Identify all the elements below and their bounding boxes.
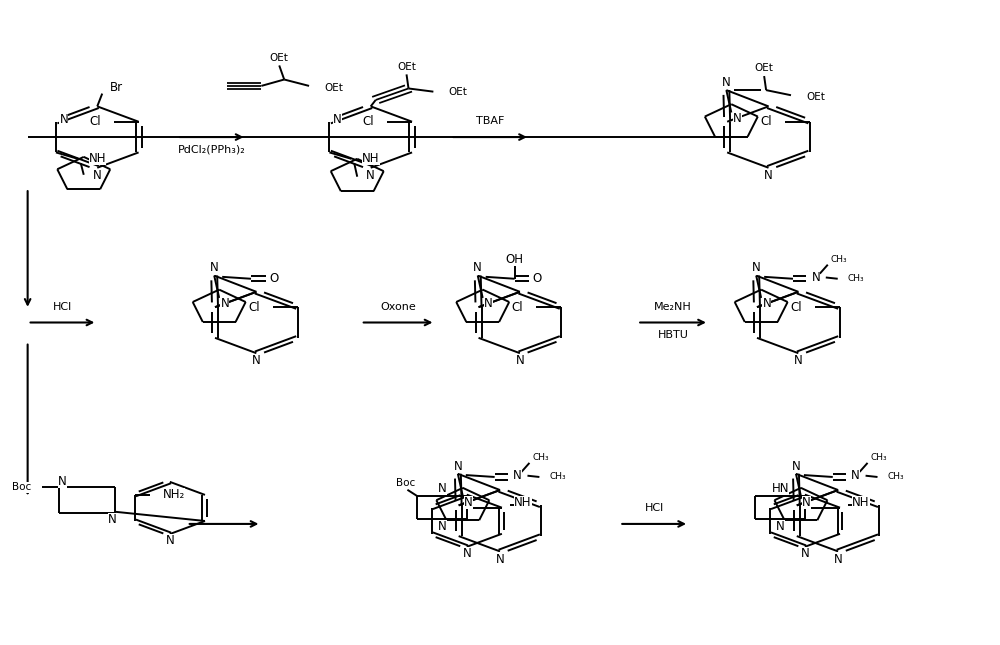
Text: N: N bbox=[776, 521, 785, 533]
Text: N: N bbox=[792, 460, 800, 473]
Text: CH₃: CH₃ bbox=[532, 453, 549, 462]
Text: Cl: Cl bbox=[512, 301, 523, 313]
Text: Cl: Cl bbox=[89, 115, 101, 128]
Text: Cl: Cl bbox=[790, 301, 802, 313]
Text: HCl: HCl bbox=[645, 503, 664, 513]
Text: N: N bbox=[59, 114, 68, 126]
Text: N: N bbox=[851, 469, 860, 482]
Text: NH: NH bbox=[514, 496, 531, 509]
Text: CH₃: CH₃ bbox=[848, 274, 864, 283]
Text: N: N bbox=[473, 261, 482, 274]
Text: N: N bbox=[210, 261, 219, 274]
Text: OEt: OEt bbox=[324, 83, 343, 93]
Text: HN: HN bbox=[772, 482, 789, 495]
Text: Boc: Boc bbox=[12, 482, 32, 493]
Text: N: N bbox=[752, 261, 761, 274]
Text: N: N bbox=[484, 297, 493, 310]
Text: N: N bbox=[764, 169, 773, 182]
Text: N: N bbox=[811, 271, 820, 284]
Text: N: N bbox=[802, 496, 811, 509]
Text: OH: OH bbox=[506, 253, 524, 266]
Text: CH₃: CH₃ bbox=[831, 255, 847, 264]
Text: CH₃: CH₃ bbox=[549, 473, 566, 481]
Text: OEt: OEt bbox=[397, 63, 416, 72]
Text: N: N bbox=[800, 547, 809, 560]
Text: N: N bbox=[366, 169, 375, 182]
Text: N: N bbox=[516, 354, 524, 368]
Text: N: N bbox=[834, 553, 842, 566]
Text: N: N bbox=[722, 76, 731, 89]
Text: HBTU: HBTU bbox=[658, 330, 688, 341]
Text: OEt: OEt bbox=[755, 63, 774, 74]
Text: Cl: Cl bbox=[363, 115, 374, 128]
Text: N: N bbox=[763, 297, 771, 310]
Text: NH: NH bbox=[852, 496, 870, 509]
Text: N: N bbox=[733, 112, 741, 125]
Text: OEt: OEt bbox=[270, 54, 289, 63]
Text: CH₃: CH₃ bbox=[871, 453, 887, 462]
Text: N: N bbox=[108, 513, 117, 526]
Text: CH₃: CH₃ bbox=[887, 473, 904, 481]
Text: N: N bbox=[464, 496, 473, 509]
Text: Oxone: Oxone bbox=[380, 301, 416, 312]
Text: TBAF: TBAF bbox=[476, 116, 504, 126]
Text: Boc: Boc bbox=[396, 479, 415, 488]
Text: N: N bbox=[252, 354, 261, 368]
Text: N: N bbox=[438, 482, 447, 495]
Text: N: N bbox=[165, 534, 174, 547]
Text: Me₂NH: Me₂NH bbox=[654, 301, 692, 312]
Text: NH: NH bbox=[362, 152, 380, 165]
Text: N: N bbox=[221, 297, 229, 310]
Text: Cl: Cl bbox=[760, 115, 772, 128]
Text: Cl: Cl bbox=[248, 301, 260, 313]
Text: OEt: OEt bbox=[806, 92, 825, 101]
Text: N: N bbox=[496, 553, 504, 566]
Text: HCl: HCl bbox=[53, 301, 72, 312]
Text: O: O bbox=[533, 272, 542, 285]
Text: Br: Br bbox=[110, 81, 123, 94]
Text: N: N bbox=[453, 460, 462, 473]
Text: N: N bbox=[794, 354, 803, 368]
Text: N: N bbox=[93, 169, 102, 182]
Text: O: O bbox=[269, 272, 279, 285]
Text: NH: NH bbox=[89, 152, 106, 165]
Text: N: N bbox=[462, 547, 471, 560]
Text: OEt: OEt bbox=[448, 86, 467, 97]
Text: PdCl₂(PPh₃)₂: PdCl₂(PPh₃)₂ bbox=[178, 145, 245, 155]
Text: NH₂: NH₂ bbox=[163, 488, 185, 501]
Text: N: N bbox=[513, 469, 522, 482]
Text: N: N bbox=[333, 114, 342, 126]
Text: N: N bbox=[438, 521, 447, 533]
Text: N: N bbox=[58, 475, 67, 488]
